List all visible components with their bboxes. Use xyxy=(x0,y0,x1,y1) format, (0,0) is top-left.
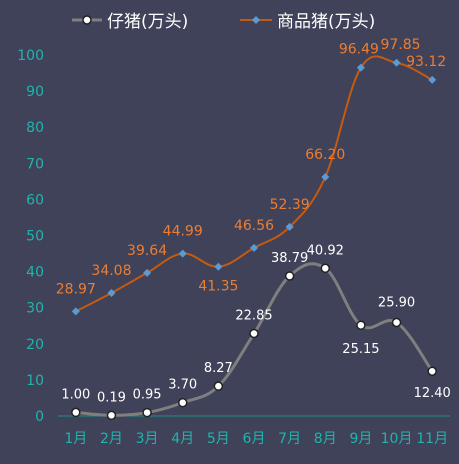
data-label-commercial-pig: 39.64 xyxy=(127,243,167,259)
data-label-piglet: 25.15 xyxy=(342,342,379,357)
x-tick-label: 3月 xyxy=(136,431,159,447)
data-point-piglet xyxy=(177,397,188,408)
y-tick-label: 10 xyxy=(26,373,44,389)
data-point-piglet xyxy=(71,407,81,418)
data-label-commercial-pig: 93.12 xyxy=(406,54,446,70)
x-tick-label: 11月 xyxy=(416,431,448,447)
x-tick-label: 6月 xyxy=(243,431,266,447)
data-point-piglet xyxy=(106,410,117,421)
data-point-commercial-pig xyxy=(321,173,330,182)
data-point-piglet xyxy=(356,320,366,330)
data-point-piglet xyxy=(142,407,152,418)
data-point-commercial-pig xyxy=(107,288,116,297)
y-tick-label: 100 xyxy=(17,48,44,64)
y-tick-label: 40 xyxy=(26,265,44,281)
x-tick-label: 10月 xyxy=(381,431,413,447)
x-tick-label: 8月 xyxy=(314,431,337,447)
data-label-commercial-pig: 28.97 xyxy=(56,281,96,297)
data-label-piglet: 38.79 xyxy=(271,251,308,266)
data-point-commercial-pig xyxy=(285,222,294,231)
data-point-commercial-pig xyxy=(392,58,401,67)
data-point-commercial-pig xyxy=(143,268,152,277)
data-point-commercial-pig xyxy=(428,75,437,84)
data-label-commercial-pig: 41.35 xyxy=(198,279,238,295)
y-tick-label: 50 xyxy=(26,229,44,245)
data-label-piglet: 12.40 xyxy=(414,386,451,401)
data-label-piglet: 1.00 xyxy=(61,387,90,402)
data-label-commercial-pig: 66.20 xyxy=(305,147,345,163)
data-point-piglet xyxy=(284,271,295,281)
data-label-piglet: 3.70 xyxy=(168,378,197,393)
data-label-piglet: 0.19 xyxy=(97,390,126,405)
data-point-piglet xyxy=(213,381,224,391)
data-label-piglet: 40.92 xyxy=(307,243,344,258)
data-label-commercial-pig: 52.39 xyxy=(270,197,310,213)
data-label-commercial-pig: 34.08 xyxy=(91,263,131,279)
x-tick-label: 9月 xyxy=(349,431,372,447)
data-point-piglet xyxy=(249,328,259,339)
legend-marker-commercial-pig xyxy=(252,16,260,24)
x-tick-label: 1月 xyxy=(64,431,87,447)
x-tick-label: 4月 xyxy=(171,431,194,447)
data-point-commercial-pig xyxy=(71,307,80,316)
y-tick-label: 60 xyxy=(26,192,44,208)
y-tick-label: 0 xyxy=(35,409,44,425)
y-tick-label: 20 xyxy=(26,337,44,353)
y-tick-label: 90 xyxy=(26,84,44,100)
data-label-commercial-pig: 46.56 xyxy=(234,218,274,234)
data-point-piglet xyxy=(427,366,437,376)
legend-label-commercial-pig: 商品猪(万头) xyxy=(277,12,375,32)
data-point-piglet xyxy=(320,263,331,274)
data-label-commercial-pig: 96.49 xyxy=(339,42,379,58)
data-label-commercial-pig: 97.85 xyxy=(380,37,420,53)
y-tick-label: 80 xyxy=(26,120,44,136)
data-label-piglet: 25.90 xyxy=(378,296,415,311)
data-point-commercial-pig xyxy=(356,63,365,72)
data-label-piglet: 22.85 xyxy=(235,309,272,324)
data-point-piglet xyxy=(391,317,402,328)
x-tick-label: 7月 xyxy=(278,431,301,447)
data-point-commercial-pig xyxy=(250,243,258,252)
legend-marker-piglet xyxy=(82,15,92,25)
data-point-commercial-pig xyxy=(214,262,223,271)
data-label-piglet: 0.95 xyxy=(133,388,162,403)
legend-label-piglet: 仔猪(万头) xyxy=(107,12,188,32)
series-line-piglet xyxy=(75,262,434,417)
y-tick-label: 30 xyxy=(26,301,44,317)
x-tick-label: 2月 xyxy=(100,431,123,447)
y-tick-label: 70 xyxy=(26,156,44,172)
data-label-piglet: 8.27 xyxy=(204,361,233,376)
x-tick-label: 5月 xyxy=(207,431,230,447)
data-point-commercial-pig xyxy=(178,249,187,258)
data-label-commercial-pig: 44.99 xyxy=(163,224,203,240)
